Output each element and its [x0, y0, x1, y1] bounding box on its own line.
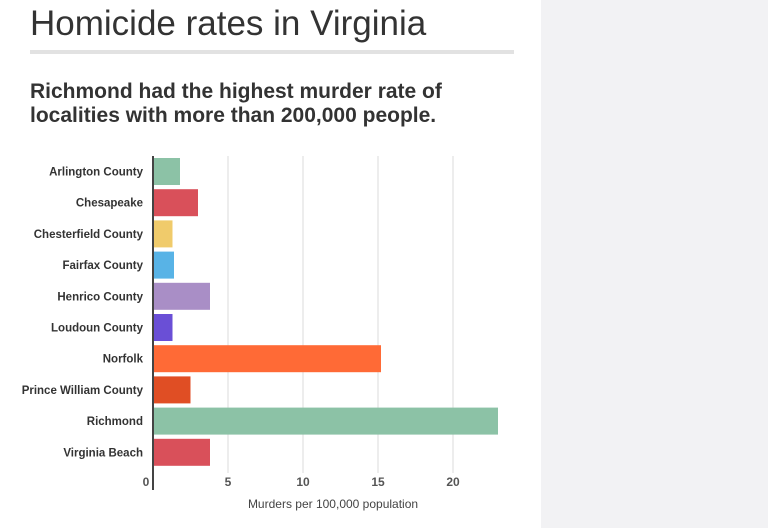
bar-richmond	[153, 407, 498, 435]
category-label: Arlington County	[49, 167, 144, 179]
page-title: Homicide rates in Virginia	[30, 4, 427, 43]
bar-norfolk	[153, 345, 381, 373]
title-divider	[30, 50, 514, 54]
category-label: Chesterfield County	[34, 229, 144, 241]
bar-arlington-county	[153, 158, 180, 185]
category-label: Prince William County	[22, 385, 144, 397]
x-tick-label: 10	[296, 475, 310, 489]
chart-panel: Homicide rates in Virginia Richmond had …	[0, 0, 541, 528]
category-label: Norfolk	[103, 354, 144, 366]
chart-subtitle: Richmond had the highest murder rate of …	[30, 80, 442, 127]
bar-henrico-county	[153, 282, 210, 310]
bar-prince-william-county	[153, 376, 191, 404]
x-tick-label: 0	[143, 475, 150, 489]
category-label: Henrico County	[57, 291, 143, 303]
category-label: Virginia Beach	[63, 447, 143, 459]
x-tick-label: 20	[446, 475, 460, 489]
bar-virginia-beach	[153, 438, 210, 466]
x-tick-label: 15	[371, 475, 385, 489]
bar-loudoun-county	[153, 314, 173, 341]
bar-chesapeake	[153, 189, 198, 217]
category-label: Fairfax County	[62, 260, 143, 272]
category-label: Loudoun County	[51, 323, 144, 335]
bar-chesterfield-county	[153, 220, 173, 248]
bar-fairfax-county	[153, 251, 174, 279]
x-axis-label: Murders per 100,000 population	[248, 497, 418, 511]
category-label: Richmond	[87, 416, 143, 428]
bar-chart: 0 5 10 15 20 Arlington County Chesapeake Cheste…	[22, 156, 498, 511]
x-tick-label: 5	[225, 475, 232, 489]
category-label: Chesapeake	[76, 198, 143, 210]
